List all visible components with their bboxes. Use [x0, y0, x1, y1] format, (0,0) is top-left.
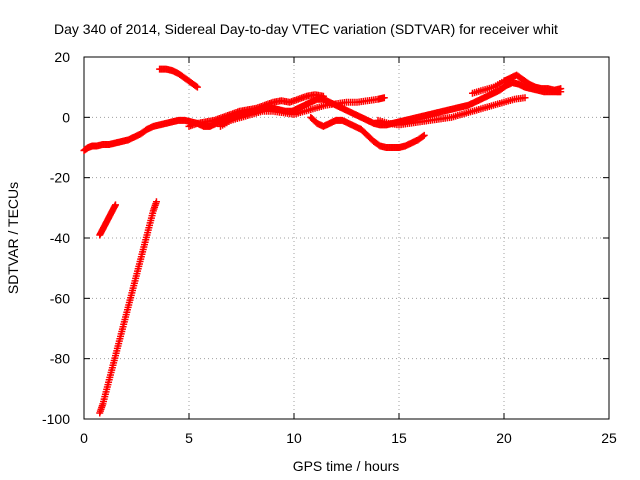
series-arc-upper-1: [185, 91, 327, 130]
y-tick-label: -80: [50, 351, 70, 367]
data-point: [319, 92, 327, 100]
x-tick-label: 20: [496, 430, 512, 446]
axis-ticks: 0 5 10 15 20 25 -100 -80 -60 -40 -20 0 20: [42, 49, 617, 446]
data-point: [419, 132, 427, 140]
chart-title: Day 340 of 2014, Sidereal Day-to-day VTE…: [54, 21, 558, 37]
x-tick-label: 25: [601, 430, 617, 446]
data-series: [80, 65, 565, 417]
data-point: [557, 85, 565, 93]
data-point: [380, 94, 388, 102]
data-point: [521, 94, 529, 102]
x-tick-label: 15: [391, 430, 407, 446]
series-arc-low-mid: [374, 94, 529, 129]
x-axis-title: GPS time / hours: [293, 458, 400, 474]
data-point: [193, 83, 201, 91]
x-tick-label: 5: [185, 430, 193, 446]
data-point: [420, 131, 428, 139]
series-arc-left-short: [96, 201, 119, 239]
y-tick-label: -40: [50, 230, 70, 246]
series-arc-dip: [307, 113, 428, 151]
y-tick-label: 20: [54, 49, 70, 65]
y-tick-label: -100: [42, 411, 70, 427]
data-point: [192, 82, 200, 90]
series-arc-top-short: [156, 65, 201, 91]
data-point: [112, 201, 119, 209]
y-tick-label: 0: [62, 109, 70, 125]
y-axis-title: SDTVAR / TECUs: [5, 182, 21, 294]
series-arc-late-upper: [469, 71, 565, 97]
x-tick-label: 0: [80, 430, 88, 446]
y-tick-label: -60: [50, 290, 70, 306]
series-arc-steep: [96, 198, 160, 417]
y-tick-label: -20: [50, 170, 70, 186]
series-arc-upper-2: [217, 94, 388, 130]
x-tick-label: 10: [286, 430, 302, 446]
data-point: [152, 198, 160, 206]
